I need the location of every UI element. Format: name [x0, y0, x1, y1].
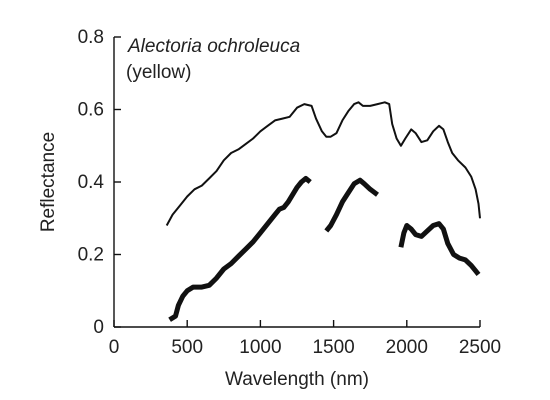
x-tick-label: 1500 — [312, 337, 354, 358]
x-tick-label: 2000 — [386, 337, 428, 358]
x-ticks-group: 0 500 1000 1500 2000 2500 — [109, 320, 501, 358]
x-tick-label: 2500 — [459, 337, 501, 358]
y-tick-label: 0.6 — [78, 100, 104, 121]
series-layer — [165, 101, 481, 322]
y-ticks-group: 0 0.2 0.4 0.6 0.8 — [78, 27, 121, 338]
x-tick-label: 1000 — [239, 337, 281, 358]
y-tick-label: 0.4 — [78, 172, 105, 193]
thick-reflectance-line-segment — [168, 175, 312, 322]
thick-reflectance-line-segment — [324, 177, 379, 233]
thick-reflectance-line-segment — [398, 221, 481, 276]
thin-reflectance-line-segment — [165, 101, 481, 226]
color-note-annotation: (yellow) — [126, 62, 191, 83]
y-tick-label: 0 — [93, 317, 104, 338]
x-tick-label: 0 — [109, 337, 120, 358]
y-tick-label: 0.2 — [78, 245, 104, 266]
y-tick-label: 0.8 — [78, 27, 104, 48]
y-axis-title: Reflectance — [38, 132, 59, 232]
species-annotation: Alectoria ochroleuca — [127, 36, 300, 57]
x-tick-label: 500 — [171, 337, 203, 358]
x-axis-title: Wavelength (nm) — [225, 369, 369, 390]
